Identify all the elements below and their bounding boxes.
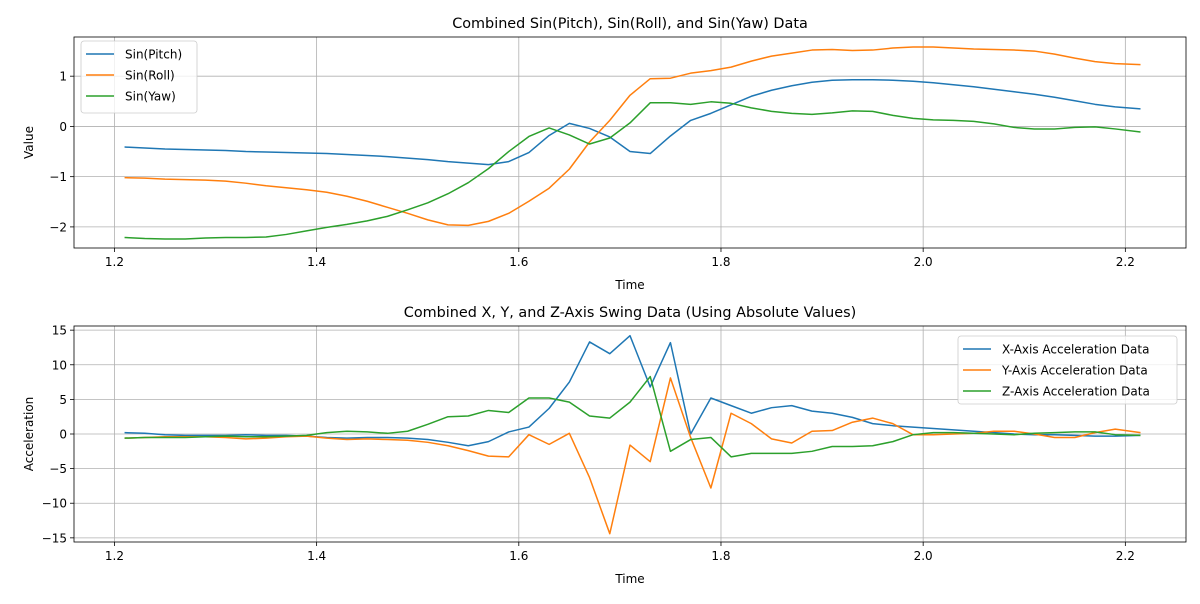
x-axis-label: Time [614, 572, 644, 586]
x-tick-label: 2.0 [914, 255, 933, 269]
chart-title: Combined X, Y, and Z-Axis Swing Data (Us… [404, 305, 856, 321]
y-tick-label: 0 [59, 120, 67, 134]
x-tick-label: 1.6 [509, 255, 528, 269]
y-tick-label: −5 [49, 462, 67, 476]
legend: X-Axis Acceleration Data Y-Axis Accelerat… [957, 335, 1178, 405]
y-tick-label: 10 [52, 358, 67, 372]
y-axis-label: Value [22, 126, 36, 159]
y-tick-label: 0 [59, 428, 67, 442]
series-line-2 [124, 46, 1141, 227]
x-tick-label: 1.8 [711, 549, 730, 563]
x-tick-label: 1.4 [307, 549, 326, 563]
x-tick-label: 2.0 [914, 549, 933, 563]
plot-frame [73, 36, 1187, 249]
y-tick-label: −10 [42, 497, 67, 511]
legend-frame [80, 40, 198, 114]
plot-frame [73, 325, 1187, 543]
legend-label-3: Z-Axis Acceleration Data [1002, 385, 1150, 399]
x-tick-label: 1.8 [711, 255, 730, 269]
legend-frame [957, 335, 1178, 405]
series-line-3 [124, 375, 1141, 458]
x-tick-label: 1.2 [105, 549, 124, 563]
x-tick-label: 1.4 [307, 255, 326, 269]
legend-label-2: Y-Axis Acceleration Data [1001, 364, 1148, 378]
x-tick-label: 2.2 [1116, 255, 1135, 269]
legend-label-3: Sin(Yaw) [125, 90, 176, 104]
y-tick-label: 5 [59, 393, 67, 407]
chart-panel-1: 1.2 1.4 1.6 1.8 2.0 2.2 −2 −1 0 1 Combined Sin(Pit… [22, 16, 1187, 292]
legend: Sin(Pitch) Sin(Roll) Sin(Yaw) [80, 40, 198, 114]
x-axis-label: Time [614, 278, 644, 292]
legend-label-1: X-Axis Acceleration Data [1002, 343, 1149, 357]
series-line-3 [124, 101, 1141, 240]
y-tick-label: −1 [49, 170, 67, 184]
chart-panel-2: 1.2 1.4 1.6 1.8 2.0 2.2 −15 −10 −5 0 5 10 15 Combined… [22, 305, 1187, 586]
legend-label-2: Sin(Roll) [125, 69, 175, 83]
x-tick-label: 1.2 [105, 255, 124, 269]
legend-label-1: Sin(Pitch) [125, 48, 182, 62]
chart-title: Combined Sin(Pitch), Sin(Roll), and Sin(… [452, 16, 808, 32]
x-tick-label: 1.6 [509, 549, 528, 563]
y-axis-label: Acceleration [22, 397, 36, 472]
y-tick-label: 1 [59, 70, 67, 84]
x-tick-label: 2.2 [1116, 549, 1135, 563]
y-tick-label: −2 [49, 220, 67, 234]
y-tick-label: −15 [42, 531, 67, 545]
series-line-1 [124, 78, 1141, 166]
y-tick-label: 15 [52, 324, 67, 338]
